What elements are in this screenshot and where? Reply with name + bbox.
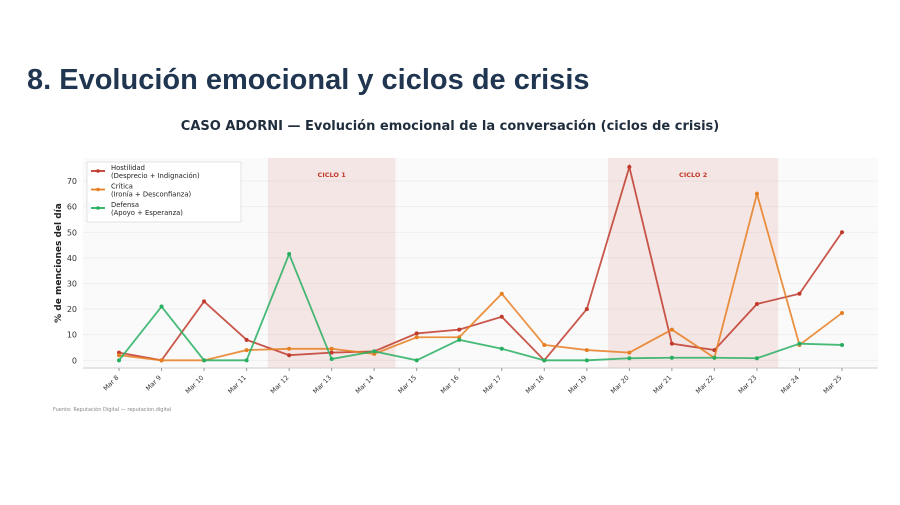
data-point-defensa [754, 356, 759, 361]
data-point-hostilidad [627, 164, 632, 169]
y-axis-label: % de menciones del día [54, 203, 64, 323]
y-tick-label: 60 [67, 203, 77, 212]
data-point-crítica [117, 353, 121, 358]
data-point-crítica [159, 358, 164, 363]
data-point-defensa [287, 252, 292, 257]
data-point-defensa [542, 358, 547, 363]
data-point-defensa [414, 358, 419, 363]
legend-label: Hostilidad [111, 164, 145, 172]
data-point-hostilidad [754, 301, 759, 306]
y-tick-label: 70 [67, 177, 77, 186]
data-point-crítica [414, 335, 419, 340]
data-point-hostilidad [457, 327, 462, 332]
chart-title: CASO ADORNI — Evolución emocional de la … [181, 119, 719, 134]
data-point-defensa [244, 358, 249, 363]
data-point-hostilidad [584, 307, 589, 312]
y-tick-label: 10 [67, 331, 77, 340]
x-tick-label: Mar 24 [779, 374, 801, 396]
data-point-defensa [499, 346, 504, 351]
y-tick-label: 20 [67, 305, 77, 314]
x-tick-label: Mar 17 [482, 374, 504, 396]
data-point-defensa [372, 349, 377, 354]
y-tick-label: 0 [72, 356, 77, 365]
data-point-crítica [542, 342, 547, 347]
data-point-crítica [329, 346, 334, 351]
data-point-hostilidad [840, 230, 844, 235]
x-tick-label: Mar 20 [609, 374, 631, 396]
data-point-defensa [712, 355, 717, 360]
data-point-defensa [840, 342, 844, 347]
x-tick-label: Mar 18 [524, 374, 546, 396]
slide-title: 8. Evolución emocional y ciclos de crisi… [27, 64, 590, 96]
y-tick-label: 40 [67, 254, 77, 263]
y-tick-label: 50 [67, 228, 77, 237]
x-tick-label: Mar 14 [354, 374, 376, 396]
x-tick-label: Mar 23 [737, 374, 759, 396]
x-tick-label: Mar 22 [694, 374, 716, 396]
legend-marker [96, 187, 100, 192]
x-tick-label: Mar 15 [396, 374, 418, 396]
series-line-hostilidad [118, 163, 843, 362]
legend-sublabel: (Ironía + Desconfianza) [111, 191, 191, 199]
crisis-cycle-band-2 [608, 158, 779, 368]
y-tick-label: 30 [67, 279, 77, 288]
legend-sublabel: (Desprecio + Indignación) [111, 172, 200, 180]
x-tick-label: Mar 9 [144, 374, 163, 393]
data-point-hostilidad [669, 341, 674, 346]
data-point-defensa [669, 355, 674, 360]
legend-label: Defensa [111, 201, 139, 209]
legend-marker [96, 206, 100, 210]
crisis-cycle-band-1 [267, 158, 396, 368]
data-point-crítica [840, 310, 844, 315]
x-tick-label: Mar 10 [184, 374, 206, 396]
data-point-crítica [499, 291, 504, 296]
data-point-crítica [627, 350, 632, 355]
data-point-defensa [159, 304, 164, 309]
x-tick-label: Mar 21 [652, 374, 674, 396]
data-point-defensa [584, 358, 589, 363]
crisis-cycle-label-1: CICLO 1 [318, 171, 347, 179]
x-tick-label: Mar 25 [822, 374, 844, 396]
data-point-crítica [244, 348, 249, 353]
data-point-hostilidad [414, 331, 419, 336]
data-point-defensa [797, 341, 802, 346]
legend [86, 161, 242, 223]
data-point-crítica [287, 346, 292, 351]
data-point-hostilidad [329, 350, 334, 355]
data-point-defensa [329, 357, 334, 362]
data-point-crítica [584, 348, 589, 353]
x-tick-label: Mar 8 [102, 374, 121, 393]
x-tick-label: Mar 19 [567, 374, 589, 396]
data-point-hostilidad [244, 337, 249, 342]
data-point-defensa [117, 358, 121, 363]
legend-marker [96, 169, 100, 173]
data-point-hostilidad [499, 314, 504, 319]
data-point-hostilidad [202, 299, 207, 304]
x-tick-label: Mar 16 [439, 374, 461, 396]
data-point-crítica [669, 327, 674, 332]
series-line-crítica [118, 190, 843, 362]
data-point-defensa [202, 358, 207, 363]
crisis-cycle-label-2: CICLO 2 [679, 171, 707, 179]
legend-sublabel: (Apoyo + Esperanza) [111, 209, 183, 217]
data-point-crítica [754, 191, 759, 196]
source-note: Fuente: Reputación Digital — reputacion.… [53, 406, 171, 413]
x-tick-label: Mar 11 [226, 374, 248, 396]
data-point-hostilidad [797, 291, 802, 296]
legend-label: Crítica [111, 183, 133, 191]
series-line-defensa [118, 251, 843, 362]
x-tick-label: Mar 13 [311, 374, 333, 396]
data-point-hostilidad [287, 353, 292, 358]
data-point-defensa [457, 337, 462, 342]
x-tick-label: Mar 12 [269, 374, 291, 396]
data-point-defensa [627, 356, 632, 361]
